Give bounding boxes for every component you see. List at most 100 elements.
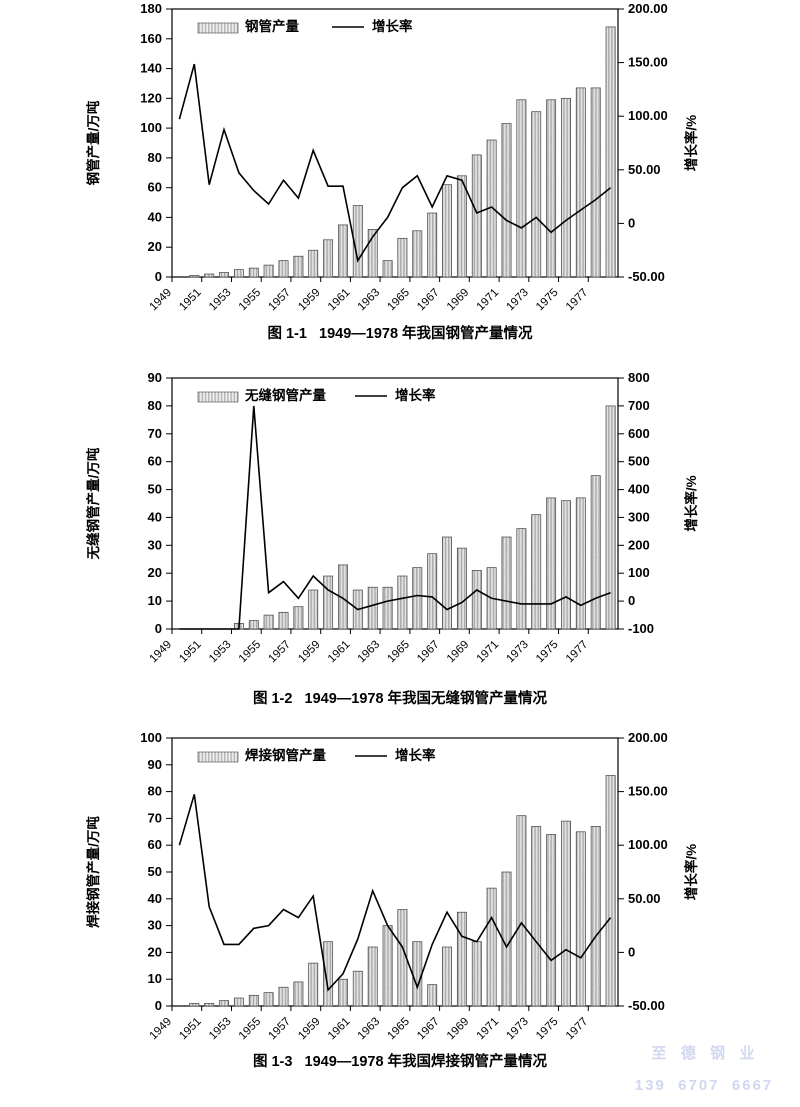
- svg-text:1975: 1975: [534, 1016, 561, 1043]
- svg-text:1951: 1951: [177, 287, 204, 314]
- svg-text:80: 80: [148, 150, 162, 165]
- svg-text:增长率: 增长率: [372, 18, 413, 34]
- svg-text:1957: 1957: [266, 639, 293, 666]
- svg-text:1967: 1967: [415, 287, 442, 314]
- svg-text:70: 70: [148, 810, 162, 825]
- svg-text:1949: 1949: [148, 1016, 175, 1043]
- svg-text:140: 140: [140, 61, 162, 76]
- svg-text:-50.00: -50.00: [628, 269, 665, 284]
- svg-text:增长率/%: 增长率/%: [683, 844, 699, 900]
- svg-text:增长率: 增长率: [395, 747, 436, 763]
- svg-text:1949: 1949: [148, 287, 175, 314]
- svg-text:600: 600: [628, 426, 650, 441]
- svg-text:增长率/%: 增长率/%: [683, 115, 699, 171]
- svg-text:100.00: 100.00: [628, 108, 668, 123]
- svg-text:30: 30: [148, 918, 162, 933]
- svg-text:1963: 1963: [356, 1016, 383, 1043]
- svg-text:1959: 1959: [296, 1016, 323, 1043]
- svg-text:150.00: 150.00: [628, 784, 668, 799]
- svg-text:钢管产量: 钢管产量: [245, 18, 299, 34]
- svg-text:1971: 1971: [475, 639, 502, 666]
- svg-text:1969: 1969: [445, 1016, 472, 1043]
- svg-text:1969: 1969: [445, 287, 472, 314]
- svg-text:0: 0: [628, 215, 635, 230]
- svg-text:钢管产量/万吨: 钢管产量/万吨: [85, 100, 101, 185]
- svg-text:1955: 1955: [237, 287, 264, 314]
- svg-text:1971: 1971: [475, 1016, 502, 1043]
- svg-text:1961: 1961: [326, 639, 353, 666]
- svg-text:无缝钢管产量: 无缝钢管产量: [244, 387, 326, 403]
- svg-text:1963: 1963: [356, 639, 383, 666]
- svg-text:300: 300: [628, 509, 650, 524]
- svg-text:1965: 1965: [385, 1016, 412, 1043]
- svg-text:1951: 1951: [177, 639, 204, 666]
- svg-text:200.00: 200.00: [628, 730, 668, 745]
- svg-text:20: 20: [148, 565, 162, 580]
- svg-text:无缝钢管产量/万吨: 无缝钢管产量/万吨: [85, 447, 101, 560]
- svg-text:100: 100: [140, 730, 162, 745]
- svg-text:1969: 1969: [445, 639, 472, 666]
- svg-text:50.00: 50.00: [628, 891, 661, 906]
- svg-text:160: 160: [140, 31, 162, 46]
- svg-text:1953: 1953: [207, 1016, 234, 1043]
- svg-text:800: 800: [628, 370, 650, 385]
- svg-text:1965: 1965: [385, 287, 412, 314]
- svg-text:0: 0: [628, 944, 635, 959]
- svg-text:1975: 1975: [534, 639, 561, 666]
- svg-text:60: 60: [148, 180, 162, 195]
- svg-text:1977: 1977: [564, 639, 591, 666]
- svg-text:40: 40: [148, 509, 162, 524]
- svg-text:1977: 1977: [564, 287, 591, 314]
- svg-text:1953: 1953: [207, 639, 234, 666]
- svg-text:1951: 1951: [177, 1016, 204, 1043]
- svg-text:80: 80: [148, 784, 162, 799]
- svg-text:1971: 1971: [475, 287, 502, 314]
- svg-text:1957: 1957: [266, 1016, 293, 1043]
- svg-text:60: 60: [148, 837, 162, 852]
- svg-text:700: 700: [628, 398, 650, 413]
- svg-text:120: 120: [140, 90, 162, 105]
- svg-text:200.00: 200.00: [628, 1, 668, 16]
- svg-text:150.00: 150.00: [628, 55, 668, 70]
- svg-text:1977: 1977: [564, 1016, 591, 1043]
- svg-text:20: 20: [148, 239, 162, 254]
- svg-text:1953: 1953: [207, 287, 234, 314]
- svg-text:100: 100: [140, 120, 162, 135]
- svg-text:-100: -100: [628, 621, 654, 636]
- svg-text:1955: 1955: [237, 639, 264, 666]
- svg-text:20: 20: [148, 944, 162, 959]
- svg-text:10: 10: [148, 971, 162, 986]
- svg-text:1973: 1973: [504, 639, 531, 666]
- svg-text:1949: 1949: [148, 639, 175, 666]
- svg-text:焊接钢管产量: 焊接钢管产量: [245, 747, 326, 763]
- svg-text:100: 100: [628, 565, 650, 580]
- svg-text:增长率: 增长率: [395, 387, 436, 403]
- svg-text:90: 90: [148, 370, 162, 385]
- svg-text:50.00: 50.00: [628, 162, 661, 177]
- svg-text:40: 40: [148, 209, 162, 224]
- svg-text:0: 0: [155, 269, 162, 284]
- svg-text:1973: 1973: [504, 287, 531, 314]
- svg-text:10: 10: [148, 593, 162, 608]
- svg-text:50: 50: [148, 482, 162, 497]
- svg-text:180: 180: [140, 1, 162, 16]
- svg-text:1959: 1959: [296, 639, 323, 666]
- svg-text:1973: 1973: [504, 1016, 531, 1043]
- svg-text:30: 30: [148, 537, 162, 552]
- svg-text:40: 40: [148, 891, 162, 906]
- svg-text:1955: 1955: [237, 1016, 264, 1043]
- svg-text:60: 60: [148, 454, 162, 469]
- svg-text:0: 0: [155, 621, 162, 636]
- svg-text:1961: 1961: [326, 1016, 353, 1043]
- svg-text:1959: 1959: [296, 287, 323, 314]
- svg-text:1961: 1961: [326, 287, 353, 314]
- svg-text:80: 80: [148, 398, 162, 413]
- svg-text:1965: 1965: [385, 639, 412, 666]
- svg-text:1975: 1975: [534, 287, 561, 314]
- svg-text:0: 0: [628, 593, 635, 608]
- svg-text:1967: 1967: [415, 639, 442, 666]
- svg-text:0: 0: [155, 998, 162, 1013]
- svg-text:-50.00: -50.00: [628, 998, 665, 1013]
- svg-text:90: 90: [148, 757, 162, 772]
- svg-text:400: 400: [628, 482, 650, 497]
